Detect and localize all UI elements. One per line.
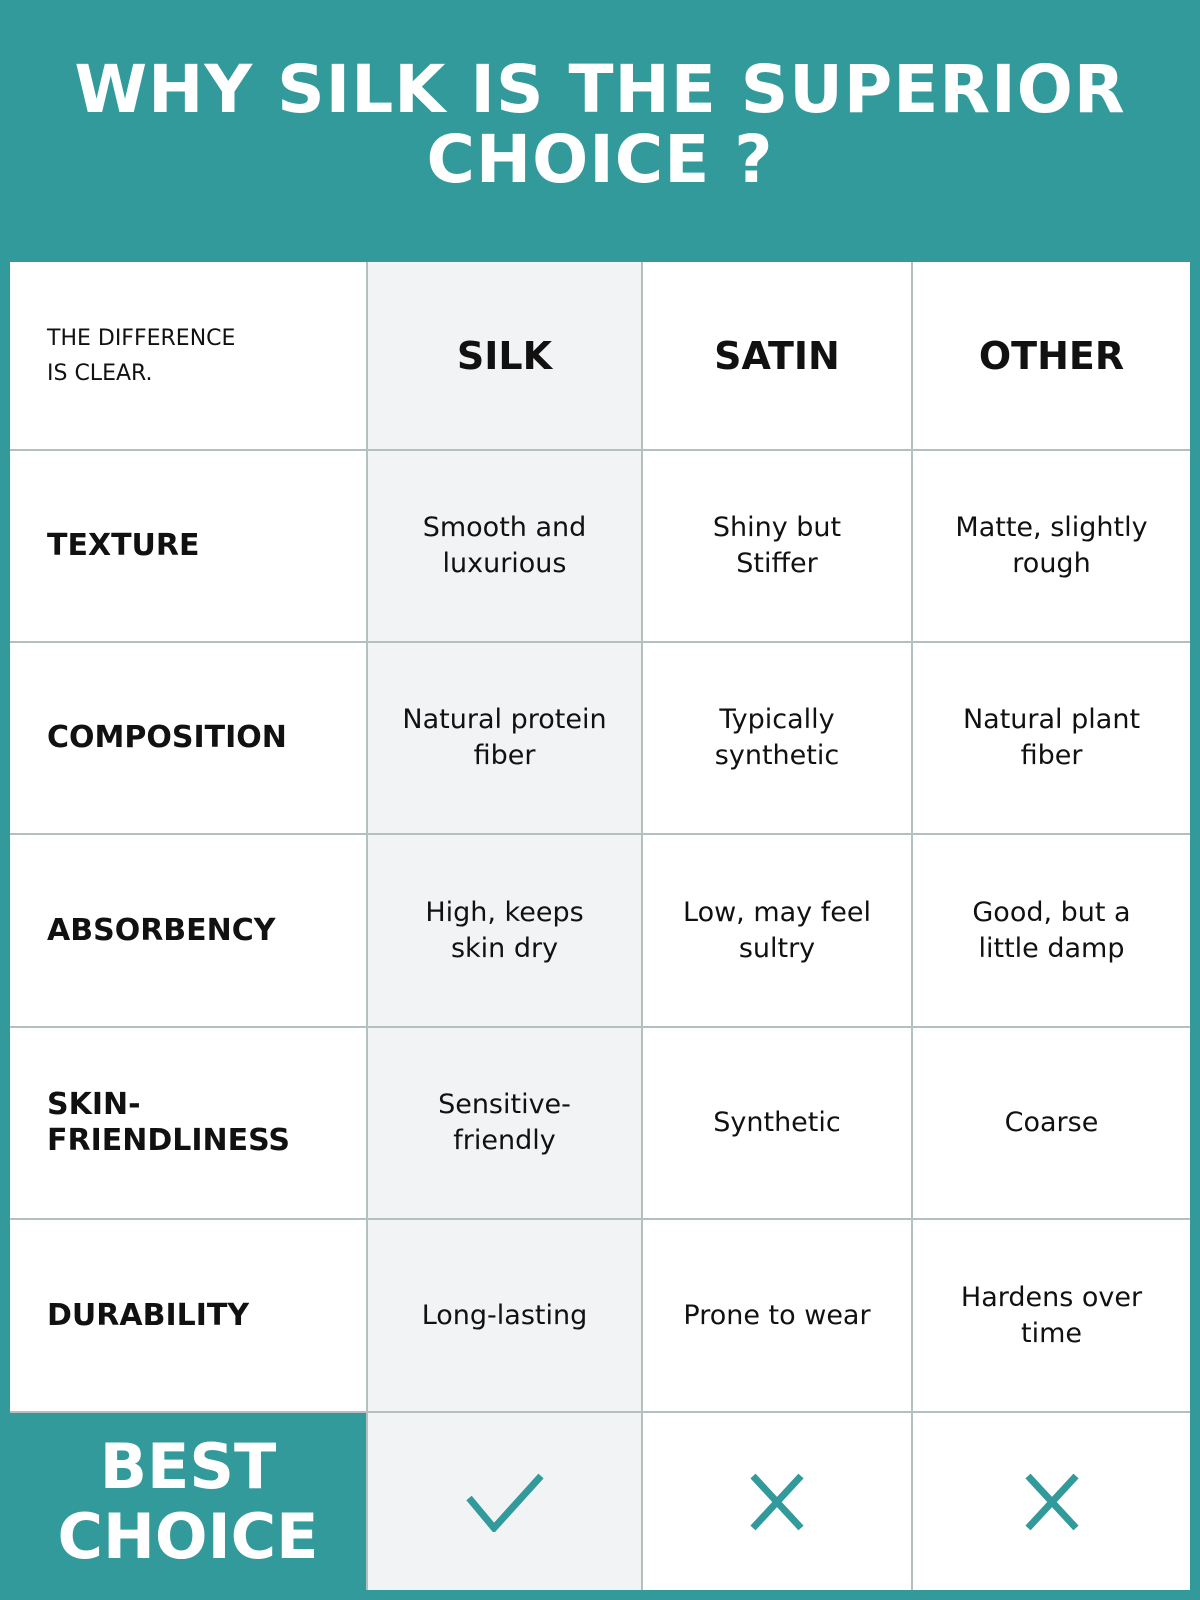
best-choice-satin bbox=[643, 1413, 913, 1590]
cell-silk: Sensitive-friendly bbox=[368, 1028, 643, 1220]
cell-satin: Typically synthetic bbox=[643, 643, 913, 835]
row-label: COMPOSITION bbox=[10, 643, 368, 835]
cell-other: Coarse bbox=[913, 1028, 1190, 1220]
page-title: WHY SILK IS THE SUPERIOR CHOICE ? bbox=[74, 51, 1126, 198]
best-choice-label: BEST CHOICE bbox=[10, 1413, 368, 1590]
cell-silk: Long-lasting bbox=[368, 1220, 643, 1413]
cell-other: Good, but a little damp bbox=[913, 835, 1190, 1028]
column-header-satin: SATIN bbox=[643, 262, 913, 451]
column-header-silk: SILK bbox=[368, 262, 643, 451]
check-icon bbox=[465, 1473, 544, 1532]
cell-satin: Synthetic bbox=[643, 1028, 913, 1220]
row-label: TEXTURE bbox=[10, 451, 368, 643]
cell-other: Matte, slightly rough bbox=[913, 451, 1190, 643]
cell-satin: Prone to wear bbox=[643, 1220, 913, 1413]
row-label: SKIN-FRIENDLINESS bbox=[10, 1028, 368, 1220]
cell-silk: Natural protein fiber bbox=[368, 643, 643, 835]
cell-silk: High, keeps skin dry bbox=[368, 835, 643, 1028]
column-header-other: OTHER bbox=[913, 262, 1190, 451]
cell-satin: Low, may feel sultry bbox=[643, 835, 913, 1028]
cell-other: Natural plant fiber bbox=[913, 643, 1190, 835]
comparison-table: THE DIFFERENCE IS CLEAR. SILK SATIN OTHE… bbox=[10, 262, 1190, 1590]
best-choice-other bbox=[913, 1413, 1190, 1590]
corner-label: THE DIFFERENCE IS CLEAR. bbox=[10, 262, 368, 451]
row-label: DURABILITY bbox=[10, 1220, 368, 1413]
cell-other: Hardens over time bbox=[913, 1220, 1190, 1413]
best-choice-silk bbox=[368, 1413, 643, 1590]
row-label: ABSORBENCY bbox=[10, 835, 368, 1028]
cell-silk: Smooth and luxurious bbox=[368, 451, 643, 643]
cross-icon bbox=[1024, 1473, 1079, 1530]
cell-satin: Shiny but Stiffer bbox=[643, 451, 913, 643]
cross-icon bbox=[750, 1473, 804, 1530]
